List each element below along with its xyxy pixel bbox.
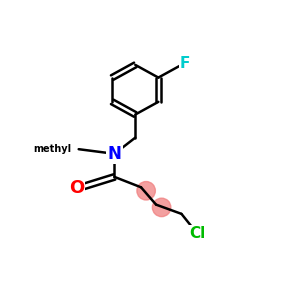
Circle shape bbox=[152, 198, 171, 217]
Text: Cl: Cl bbox=[190, 226, 206, 241]
Text: O: O bbox=[69, 179, 84, 197]
Text: methyl: methyl bbox=[34, 144, 72, 154]
Text: N: N bbox=[107, 145, 122, 163]
Circle shape bbox=[137, 182, 155, 200]
Text: F: F bbox=[180, 56, 190, 71]
